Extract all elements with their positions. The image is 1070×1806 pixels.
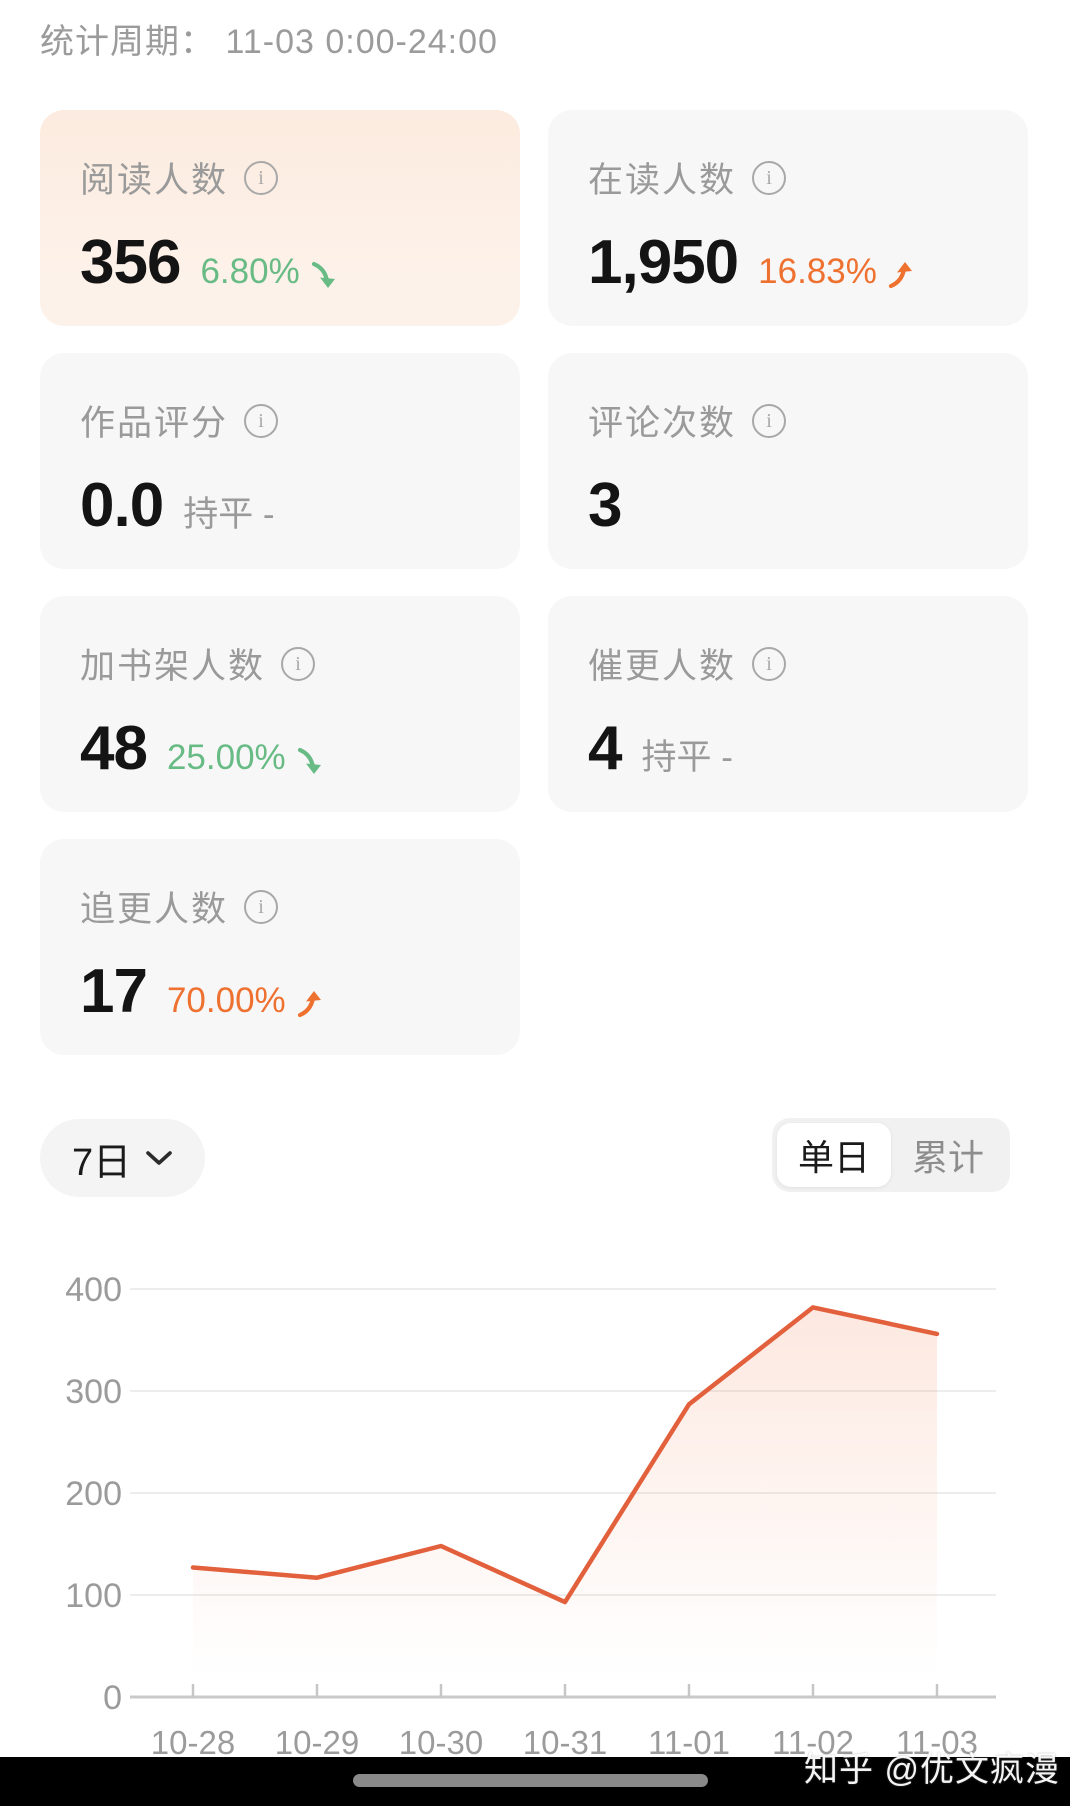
stats-period: 统计周期： 11-03 0:00-24:00: [40, 14, 498, 63]
svg-text:10-29: 10-29: [275, 1724, 359, 1761]
stat-card-header: 加书架人数 i: [80, 638, 480, 689]
stats-period-label: 统计周期：: [40, 23, 215, 61]
svg-text:10-31: 10-31: [523, 1724, 607, 1761]
svg-text:11-03: 11-03: [896, 1724, 978, 1761]
stat-card-value: 48: [80, 714, 148, 783]
stat-card-change: 持平 -: [641, 729, 732, 780]
stat-card-value: 17: [80, 957, 148, 1026]
stat-card-work-rating[interactable]: 作品评分 i 0.0 持平 -: [40, 353, 520, 569]
tab-cumulative[interactable]: 累计: [911, 1137, 984, 1178]
stat-card-header: 评论次数 i: [588, 395, 988, 446]
stat-card-header: 追更人数 i: [80, 881, 480, 932]
stat-card-change-text: 16.83%: [758, 252, 877, 291]
stat-card-header: 在读人数 i: [588, 152, 988, 203]
stat-card-change: 70.00%: [167, 981, 324, 1021]
watermark: 知乎 @优文疯漫: [804, 1751, 1060, 1789]
stat-card-bookshelf-adds[interactable]: 加书架人数 i 48 25.00%: [40, 596, 520, 812]
stat-card-label: 阅读人数: [80, 161, 229, 200]
stat-card-header: 阅读人数 i: [80, 152, 480, 203]
info-icon[interactable]: i: [244, 160, 279, 195]
trend-up-icon: [297, 991, 321, 1018]
stat-card-value: 356: [80, 228, 181, 297]
info-icon[interactable]: i: [752, 646, 787, 681]
trend-down-icon: [311, 261, 335, 288]
stat-card-value: 4: [588, 714, 622, 783]
trend-down-icon: [297, 747, 321, 774]
stat-card-value: 1,950: [588, 228, 739, 297]
stat-card-value-row: 356 6.80%: [80, 227, 480, 298]
mode-toggle: 单日 累计: [772, 1118, 1010, 1192]
info-icon[interactable]: i: [281, 646, 316, 681]
info-icon[interactable]: i: [752, 160, 787, 195]
svg-text:10-30: 10-30: [399, 1724, 483, 1761]
info-icon[interactable]: i: [244, 889, 279, 924]
stat-card-change-text: 6.80%: [200, 252, 300, 291]
range-dropdown-label: 7日: [72, 1141, 132, 1184]
stat-card-value-row: 4 持平 -: [588, 713, 988, 784]
info-icon[interactable]: i: [752, 403, 787, 438]
stat-card-value: 0.0: [80, 471, 164, 540]
svg-text:0: 0: [103, 1679, 122, 1717]
stat-card-comment-count[interactable]: 评论次数 i 3: [548, 353, 1028, 569]
stat-card-label: 追更人数: [80, 890, 229, 929]
stat-card-value-row: 1,950 16.83%: [588, 227, 988, 298]
info-icon[interactable]: i: [244, 403, 279, 438]
tab-single-day[interactable]: 单日: [777, 1123, 891, 1187]
stat-card-value-row: 0.0 持平 -: [80, 470, 480, 541]
stats-grid: 阅读人数 i 356 6.80% 在读人数 i 1,950 16.83%: [40, 110, 1028, 1055]
stat-card-update-followers[interactable]: 追更人数 i 17 70.00%: [40, 839, 520, 1055]
stat-card-header: 催更人数 i: [588, 638, 988, 689]
stat-card-value-row: 3: [588, 470, 988, 541]
stat-card-label: 作品评分: [80, 404, 229, 443]
stat-card-label: 加书架人数: [80, 647, 266, 686]
chevron-down-icon: [146, 1151, 172, 1165]
stat-card-header: 作品评分 i: [80, 395, 480, 446]
stat-card-change: 6.80%: [200, 252, 337, 292]
stat-card-change-text: 持平 -: [183, 495, 275, 534]
svg-text:11-02: 11-02: [772, 1724, 854, 1761]
stat-card-change: 25.00%: [167, 738, 324, 778]
stat-card-change-text: 持平 -: [641, 738, 733, 777]
svg-text:200: 200: [65, 1475, 122, 1513]
stat-card-value-row: 48 25.00%: [80, 713, 480, 784]
svg-text:11-01: 11-01: [648, 1724, 730, 1761]
svg-text:10-28: 10-28: [151, 1724, 235, 1761]
stat-card-change-text: 25.00%: [166, 738, 286, 777]
stat-card-value: 3: [588, 471, 622, 540]
stat-card-current-readers[interactable]: 在读人数 i 1,950 16.83%: [548, 110, 1028, 326]
trend-chart: 0 100 200 300 400 10-28 10-29 10-30 10-31 11-01 11…: [65, 1271, 996, 1761]
stat-card-change-text: 70.00%: [166, 981, 286, 1020]
svg-text:400: 400: [65, 1271, 122, 1309]
svg-text:100: 100: [65, 1577, 122, 1615]
stat-card-value-row: 17 70.00%: [80, 956, 480, 1027]
range-dropdown[interactable]: 7日: [40, 1119, 206, 1197]
stat-card-update-urges[interactable]: 催更人数 i 4 持平 -: [548, 596, 1028, 812]
stat-card-label: 在读人数: [588, 161, 737, 200]
trend-up-icon: [888, 262, 912, 289]
stat-card-label: 催更人数: [588, 647, 737, 686]
stat-card-reading-users[interactable]: 阅读人数 i 356 6.80%: [40, 110, 520, 326]
stats-period-value: 11-03 0:00-24:00: [225, 23, 498, 61]
svg-text:300: 300: [65, 1373, 122, 1411]
home-indicator[interactable]: [353, 1774, 708, 1787]
stat-card-change: 持平 -: [183, 486, 274, 537]
stat-card-label: 评论次数: [588, 404, 737, 443]
stat-card-change: 16.83%: [758, 252, 915, 292]
